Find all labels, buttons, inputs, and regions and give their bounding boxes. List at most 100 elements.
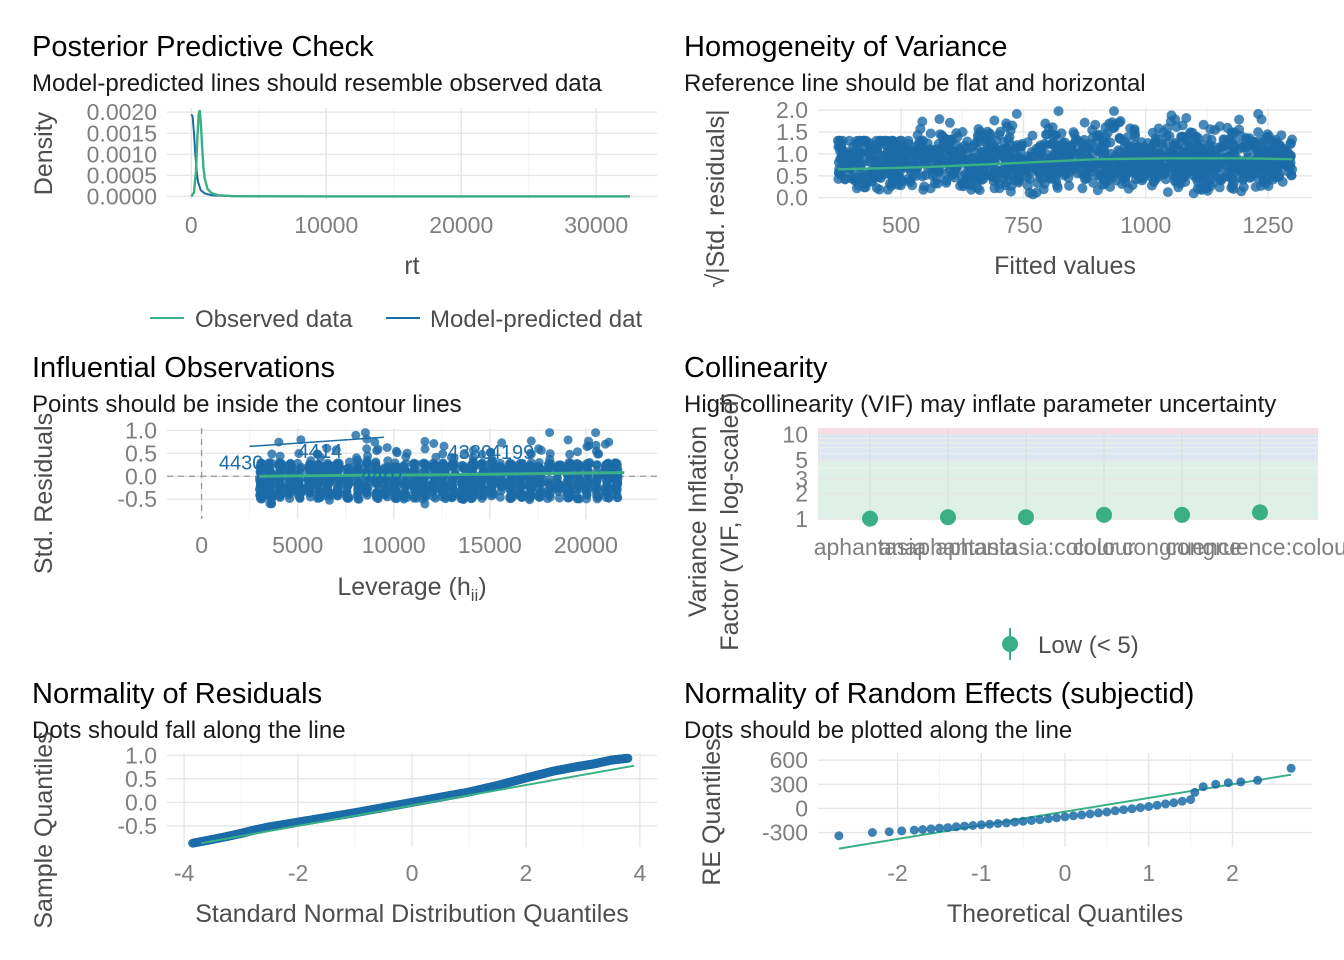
re-point <box>1060 812 1070 822</box>
homog-xtick-label: 750 <box>1004 212 1042 238</box>
influ-point <box>496 486 506 496</box>
ppc-ytick-label: 0.0005 <box>87 162 157 188</box>
influ-point <box>612 493 622 503</box>
homog-point <box>1040 118 1051 129</box>
homog-point <box>1234 114 1245 125</box>
influ-point <box>517 464 527 474</box>
re-point <box>1068 811 1078 821</box>
homog-point <box>1130 129 1141 140</box>
influ-point <box>353 486 363 496</box>
homog-point <box>989 115 1000 126</box>
re-xtick-label: 0 <box>1059 860 1072 886</box>
influ-point <box>258 464 268 474</box>
homog-subtitle: Reference line should be flat and horizo… <box>684 70 1146 97</box>
influ-point <box>276 490 286 500</box>
homog-point <box>1214 162 1225 173</box>
homog-point <box>903 138 914 149</box>
ppc-xtick-label: 20000 <box>429 212 493 238</box>
re-ytick-label: 0 <box>795 795 808 821</box>
vif-band-low <box>818 460 1318 519</box>
homog-point <box>1147 127 1158 138</box>
re-point <box>1052 813 1062 823</box>
homog-point <box>935 129 946 140</box>
influ-point <box>362 488 372 498</box>
homog-point <box>1177 120 1188 131</box>
homog-point <box>965 179 976 190</box>
re-point <box>1223 778 1233 788</box>
homog-point <box>1287 164 1298 175</box>
homog-point <box>1130 169 1141 180</box>
homog-point <box>1039 138 1050 149</box>
influ-point-label: 4467 <box>361 464 406 486</box>
re-point <box>985 819 995 829</box>
influ-point <box>449 487 459 497</box>
vif-ytick-label: 1 <box>795 506 808 532</box>
influ-point <box>534 462 544 472</box>
influ-point <box>379 489 389 499</box>
influ-point <box>312 449 322 459</box>
vif-point <box>940 509 956 526</box>
re-point <box>884 827 894 837</box>
influ-point <box>420 444 430 454</box>
vif-xtick-label: anaphantasia <box>879 534 1017 560</box>
influ-point <box>591 440 601 450</box>
influ-point <box>516 481 526 490</box>
influ-point <box>419 476 429 486</box>
qq-panel: Normality of Residuals Dots should fall a… <box>30 678 657 929</box>
re-point <box>960 821 969 831</box>
influ-point <box>399 492 409 502</box>
homog-point <box>895 176 906 186</box>
homog-point <box>1193 133 1204 144</box>
homog-point <box>1181 113 1192 123</box>
homog-point <box>1109 106 1119 117</box>
homog-point <box>1285 138 1296 149</box>
ppc-ytick-label: 0.0010 <box>87 141 157 167</box>
re-point <box>976 820 986 830</box>
qq-xtick-label: 4 <box>634 860 647 886</box>
influ-point <box>573 494 583 504</box>
homog-point <box>1068 127 1079 138</box>
ppc-title: Posterior Predictive Check <box>32 31 374 63</box>
influ-point <box>352 453 361 463</box>
influ-point <box>487 463 497 473</box>
homog-ylabel: √|Std. residuals| <box>702 109 730 287</box>
re-point <box>1211 779 1221 789</box>
influ-point <box>526 461 536 471</box>
influ-point <box>373 494 383 504</box>
homog-point <box>934 114 945 125</box>
homog-point <box>1079 117 1090 128</box>
homog-point <box>1222 122 1233 133</box>
influ-point <box>563 435 573 445</box>
influ-point <box>428 492 438 502</box>
influ-point <box>572 458 582 468</box>
homog-point <box>1047 122 1058 133</box>
influ-point <box>322 462 332 472</box>
homog-point <box>1083 153 1094 163</box>
qq-title: Normality of Residuals <box>32 678 322 710</box>
influ-point <box>488 456 498 466</box>
homog-point <box>1016 141 1027 151</box>
homog-point <box>1169 175 1180 186</box>
re-point <box>1169 798 1179 808</box>
influ-point <box>476 459 486 469</box>
influ-point <box>604 437 614 447</box>
influ-reference-line <box>259 471 625 478</box>
influ-point <box>264 458 274 468</box>
influ-point <box>306 482 316 492</box>
influ-points <box>255 428 623 509</box>
homog-point <box>1038 184 1049 195</box>
homog-point <box>1024 173 1035 184</box>
vif-xtick-label: colour <box>1073 534 1136 560</box>
influ-point <box>410 486 420 496</box>
homog-point <box>874 184 885 195</box>
homog-points <box>832 106 1298 200</box>
re-point <box>1177 796 1187 806</box>
influ-xlabel: Leverage (hii) <box>337 573 486 605</box>
re-point <box>1094 808 1103 818</box>
homog-point <box>1267 146 1278 157</box>
influ-point <box>553 484 563 494</box>
influ-point <box>341 476 351 486</box>
homog-point <box>1045 173 1056 184</box>
re-point <box>1110 806 1120 816</box>
influ-xtick-label: 15000 <box>458 532 522 558</box>
